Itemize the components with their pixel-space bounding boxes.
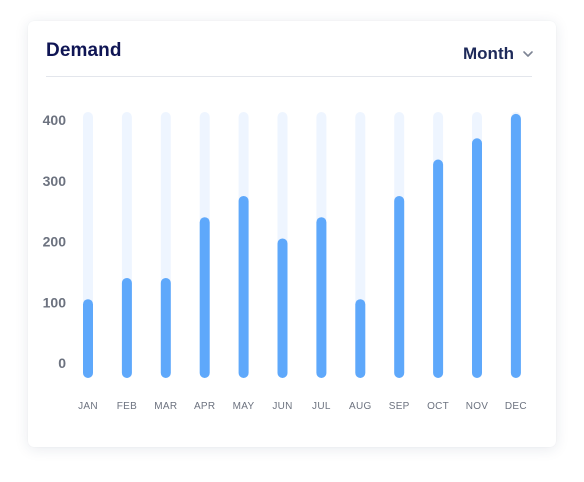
bar-oct[interactable] <box>433 159 444 378</box>
demand-bar-chart: 0 100 200 300 400 JAN FEB MAR APR MAY JUN JUL AUG SE… <box>43 112 527 412</box>
bar-aug[interactable] <box>355 299 366 378</box>
y-tick-label: 400 <box>43 112 67 128</box>
y-tick-label: 300 <box>43 173 67 189</box>
bar-mar[interactable] <box>160 277 171 378</box>
y-tick-label: 100 <box>43 294 67 310</box>
x-tick-label: MAY <box>233 401 255 412</box>
bar-sep[interactable] <box>394 195 405 378</box>
x-tick-label: JAN <box>78 401 98 412</box>
bar-nov[interactable] <box>472 138 482 378</box>
x-tick-label: MAR <box>154 401 177 412</box>
bar-may[interactable] <box>238 195 249 378</box>
bars <box>83 112 521 379</box>
x-tick-label: AUG <box>349 401 372 412</box>
x-tick-label: SEP <box>389 401 410 412</box>
chevron-down-icon <box>523 51 533 57</box>
demand-card: Demand Month 0 100 200 300 400 JAN FEB MAR APR M… <box>28 21 556 447</box>
bar-jul[interactable] <box>316 217 327 378</box>
header-divider <box>46 76 532 77</box>
y-tick-label: 0 <box>58 355 66 371</box>
x-tick-label: APR <box>194 401 215 412</box>
card-title: Demand <box>46 40 122 61</box>
x-tick-label: DEC <box>505 401 527 412</box>
x-tick-label: NOV <box>466 401 489 412</box>
x-axis: JAN FEB MAR APR MAY JUN JUL AUG SEP OCT NOV DEC <box>78 401 527 412</box>
period-selector-label: Month <box>463 44 514 63</box>
bar-jun[interactable] <box>277 238 288 378</box>
period-selector[interactable]: Month <box>463 44 534 64</box>
x-tick-label: JUL <box>312 401 331 412</box>
bar-apr[interactable] <box>199 217 210 378</box>
bar-jan[interactable] <box>83 299 93 378</box>
bar-dec[interactable] <box>510 113 521 379</box>
x-tick-label: OCT <box>427 401 449 412</box>
y-axis: 0 100 200 300 400 <box>43 112 67 371</box>
bar-feb[interactable] <box>121 277 132 378</box>
x-tick-label: JUN <box>272 401 292 412</box>
x-tick-label: FEB <box>117 401 137 412</box>
y-tick-label: 200 <box>43 234 67 250</box>
